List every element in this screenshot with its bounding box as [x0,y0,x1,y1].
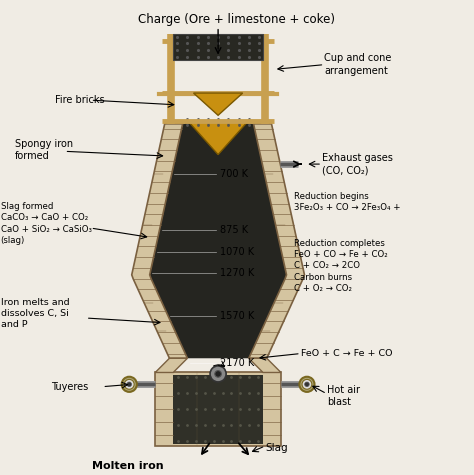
Circle shape [127,382,131,387]
Circle shape [302,380,312,389]
Text: Spongy iron
formed: Spongy iron formed [15,139,73,161]
Text: Fire bricks: Fire bricks [55,95,105,105]
Polygon shape [150,124,286,358]
Bar [173,375,263,444]
Text: 700 K: 700 K [220,169,248,179]
Text: 875 K: 875 K [220,226,248,236]
Text: Reduction begins
3Fe₂O₃ + CO → 2Fe₃O₄ +: Reduction begins 3Fe₂O₃ + CO → 2Fe₃O₄ + [294,192,400,212]
Circle shape [124,380,134,389]
Circle shape [215,370,221,377]
Text: Slag formed
CaCO₃ → CaO + CO₂
CaO + SiO₂ → CaSiO₃
(slag): Slag formed CaCO₃ → CaO + CO₂ CaO + SiO₂… [0,201,91,245]
Text: 1270 K: 1270 K [220,268,255,278]
Polygon shape [249,124,304,358]
Polygon shape [188,122,248,155]
Bar [173,34,263,60]
Text: 1070 K: 1070 K [220,247,255,256]
Text: Cup and cone
arrangement: Cup and cone arrangement [324,53,392,76]
Text: Slag: Slag [265,443,288,453]
Text: Tuyeres: Tuyeres [51,382,88,392]
Polygon shape [155,358,187,372]
Text: 1570 K: 1570 K [220,311,255,321]
Circle shape [305,382,309,387]
Text: Molten iron: Molten iron [92,461,164,471]
Polygon shape [193,93,243,115]
Polygon shape [249,358,281,372]
Polygon shape [183,122,253,124]
Text: Iron melts and
dissolves C, Si
and P: Iron melts and dissolves C, Si and P [0,298,69,329]
Circle shape [122,377,137,392]
Text: FeO + C → Fe + CO: FeO + C → Fe + CO [301,349,392,358]
Text: Hot air
blast: Hot air blast [327,385,360,408]
Text: Exhaust gases
(CO, CO₂): Exhaust gases (CO, CO₂) [322,153,393,175]
Text: Charge (Ore + limestone + coke): Charge (Ore + limestone + coke) [138,12,336,26]
Circle shape [300,377,315,392]
Text: Reduction completes
FeO + CO → Fe + CO₂
C + CO₂ → 2CO
Carbon burns
C + O₂ → CO₂: Reduction completes FeO + CO → Fe + CO₂ … [294,239,387,293]
Text: 2170 K: 2170 K [220,358,255,368]
Bar [155,372,281,446]
Polygon shape [132,124,187,358]
Circle shape [210,366,226,382]
